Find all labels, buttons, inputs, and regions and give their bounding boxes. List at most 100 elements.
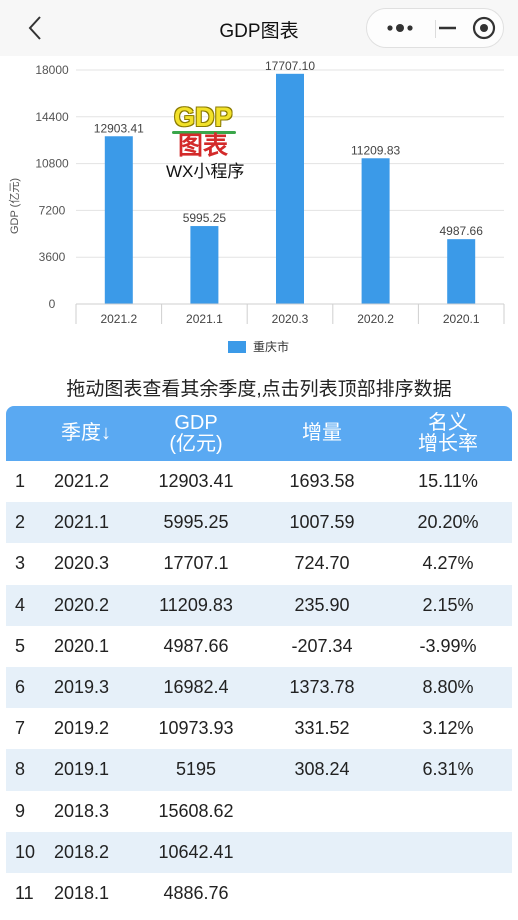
bar-data-label: 4987.66 [440,224,484,238]
row-index: 4 [15,594,26,615]
row-increase [272,873,372,914]
row-index: 10 [15,841,36,862]
target-close-icon [472,16,496,40]
more-dots-icon [387,24,413,32]
y-tick-label: 10800 [35,157,69,171]
more-button[interactable] [371,9,431,47]
row-quarter: 2021.1 [54,512,110,533]
header-gdp[interactable]: GDP (亿元) [146,406,246,461]
back-button[interactable] [24,14,46,42]
row-quarter: 2019.1 [54,759,110,780]
row-gdp: 4987.66 [163,635,229,656]
bar[interactable] [447,239,476,304]
row-gdp: 12903.41 [158,471,234,491]
y-tick-label: 14400 [35,110,69,124]
header-rate-label-2: 增长率 [418,432,478,455]
bar[interactable] [104,136,133,304]
row-gdp: 16982.4 [163,676,229,697]
row-gdp: 10973.93 [158,718,234,739]
y-axis-label: GDP (亿元) [8,178,21,234]
row-index: 1 [15,471,26,491]
row-quarter: 2019.3 [54,676,110,697]
table-row[interactable]: 1 2021.2 12903.41 1693.58 15.11% [6,461,512,502]
bar-data-label: 12903.41 [94,121,144,135]
row-rate [398,791,498,832]
y-tick-label: 0 [49,297,56,311]
row-quarter: 2018.3 [54,800,110,821]
table-row[interactable]: 11 2018.1 4886.76 [6,873,512,914]
y-tick-label: 3600 [39,250,66,264]
row-rate: -3.99% [419,635,477,656]
x-tick-label: 2020.2 [357,312,394,326]
row-gdp: 17707.1 [163,553,229,574]
legend-label: 重庆市 [253,339,289,354]
header-rate-label: 名义 [428,411,468,434]
row-quarter: 2020.1 [54,635,110,656]
capsule-menu [366,8,504,48]
row-increase: -207.34 [291,635,353,656]
bar[interactable] [190,226,219,304]
row-gdp: 5995.25 [163,512,229,533]
table-row[interactable]: 8 2019.1 5195 308.24 6.31% [6,749,512,791]
bar[interactable] [276,73,304,304]
bar-data-label: 17707.10 [265,59,315,73]
row-rate: 2.15% [422,594,474,615]
row-gdp: 5195 [175,759,217,780]
header-gdp-label: GDP [174,411,218,434]
row-quarter: 2019.2 [54,718,110,739]
table-row[interactable]: 5 2020.1 4987.66 -207.34 -3.99% [6,626,512,667]
bar-data-label: 11209.83 [351,143,400,157]
table-row[interactable]: 6 2019.3 16982.4 1373.78 8.80% [6,666,512,709]
bar[interactable] [361,158,390,304]
row-increase [272,791,372,832]
row-quarter: 2018.1 [54,882,110,903]
row-gdp: 11209.83 [159,594,233,615]
watermark-underline [172,131,236,134]
row-index: 2 [15,512,26,533]
minimize-close-button[interactable] [439,9,501,47]
table-row[interactable]: 3 2020.3 17707.1 724.70 4.27% [6,543,512,584]
row-rate: 15.11% [418,471,478,491]
minimize-icon [439,26,456,30]
table-row[interactable]: 2 2021.1 5995.25 1007.59 20.20% [6,502,512,544]
bar-data-label: 5995.25 [183,211,227,225]
row-rate [398,873,498,914]
chart-legend[interactable]: 重庆市 [228,339,289,354]
watermark-tubiao: 图表 [178,132,229,160]
row-quarter: 2020.3 [54,553,110,574]
row-rate: 6.31% [422,759,474,780]
x-tick-label: 2020.3 [272,312,309,326]
header-increase[interactable]: 增量 [272,406,372,461]
x-tick-label: 2021.2 [100,312,137,326]
x-tick-label: 2021.1 [186,312,223,326]
gdp-bar-chart[interactable]: 12903.41 5995.25 17707.10 11209.83 4987.66 0… [0,56,518,368]
legend-swatch [228,341,246,353]
row-increase [272,832,372,873]
row-gdp: 4886.76 [163,882,229,903]
row-increase: 308.24 [294,759,350,780]
table-row[interactable]: 9 2018.3 15608.62 [6,791,512,832]
header-quarter[interactable]: 季度↓ [46,406,126,461]
row-index: 3 [15,553,26,574]
table-row[interactable]: 10 2018.2 10642.41 [6,831,512,873]
navigation-bar: GDP图表 [0,0,518,56]
header-rate[interactable]: 名义 增长率 [398,406,498,461]
y-tick-label: 18000 [35,63,69,77]
row-rate: 8.80% [422,676,474,697]
chevron-left-icon [28,16,41,40]
row-gdp: 10642.41 [158,841,234,862]
row-quarter: 2021.2 [54,471,110,491]
row-rate [398,832,498,873]
hint-text: 拖动图表查看其余季度,点击列表顶部排序数据 [66,379,452,400]
row-rate: 20.20% [417,512,479,533]
row-quarter: 2020.2 [54,594,110,615]
row-increase: 1373.78 [289,676,355,697]
watermark-wx: WX小程序 [166,162,245,181]
table-row[interactable]: 4 2020.2 11209.83 235.90 2.15% [6,584,512,626]
table-row[interactable]: 7 2019.2 10973.93 331.52 3.12% [6,708,512,749]
row-increase: 331.52 [294,718,350,739]
row-increase: 1693.58 [289,471,355,491]
row-increase: 235.90 [294,594,350,615]
row-quarter: 2018.2 [54,841,110,862]
table-header: 季度↓ GDP (亿元) 增量 名义 增长率 [6,406,512,461]
